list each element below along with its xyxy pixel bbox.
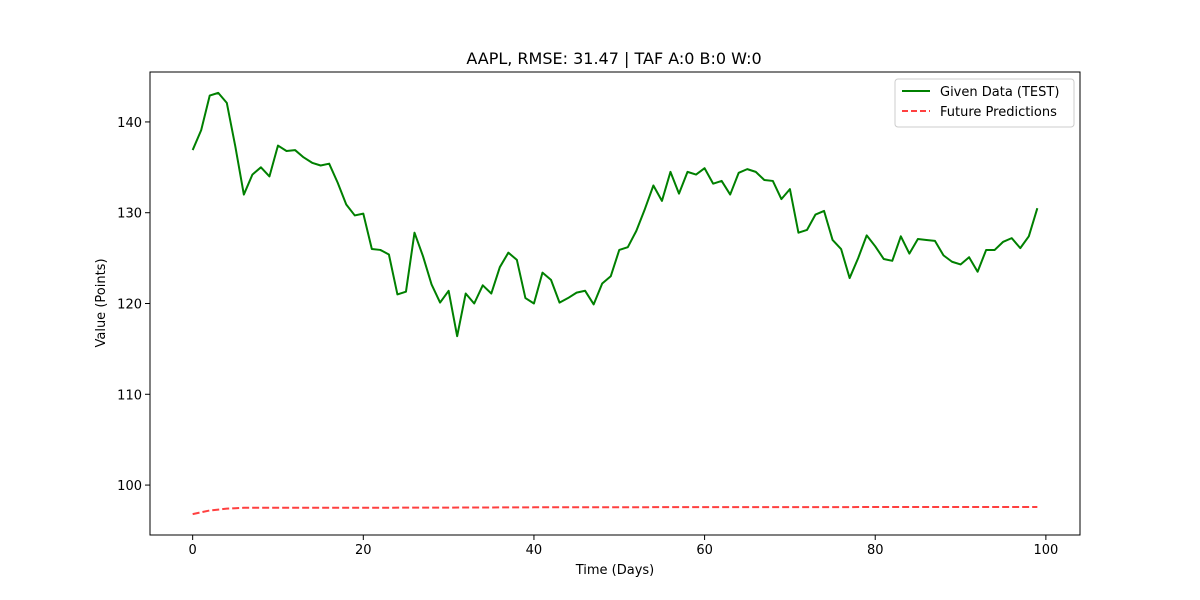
y-tick-label: 130 [117,207,142,222]
x-tick-label: 60 [696,543,713,558]
x-tick-label: 0 [189,543,197,558]
x-tick-label: 100 [1033,543,1058,558]
series-line-given-data-test [191,91,1039,338]
y-tick-label: 100 [117,479,142,494]
x-tick-label: 20 [355,543,372,558]
legend-box [894,78,1075,128]
y-axis-label: Value (Points) [94,258,109,347]
legend: Given Data (TEST) Future Predictions [894,78,1075,128]
x-tick-label: 40 [526,543,543,558]
y-tick-label: 120 [117,298,142,313]
series-layer [191,91,1039,516]
x-axis-label: Time (Days) [575,563,655,578]
x-axis: 0 20 40 60 80 100 [189,535,1058,558]
y-axis: 100 110 120 130 140 [117,116,150,494]
series-line-future-predictions [192,506,1038,516]
plot-area [149,71,1081,536]
x-tick-label: 80 [867,543,884,558]
legend-label-future-predictions: Future Predictions [940,105,1057,120]
y-tick-label: 140 [117,116,142,131]
chart-title: AAPL, RMSE: 31.47 | TAF A:0 B:0 W:0 [466,49,761,68]
legend-label-given-data: Given Data (TEST) [940,85,1059,100]
y-tick-label: 110 [117,388,142,403]
